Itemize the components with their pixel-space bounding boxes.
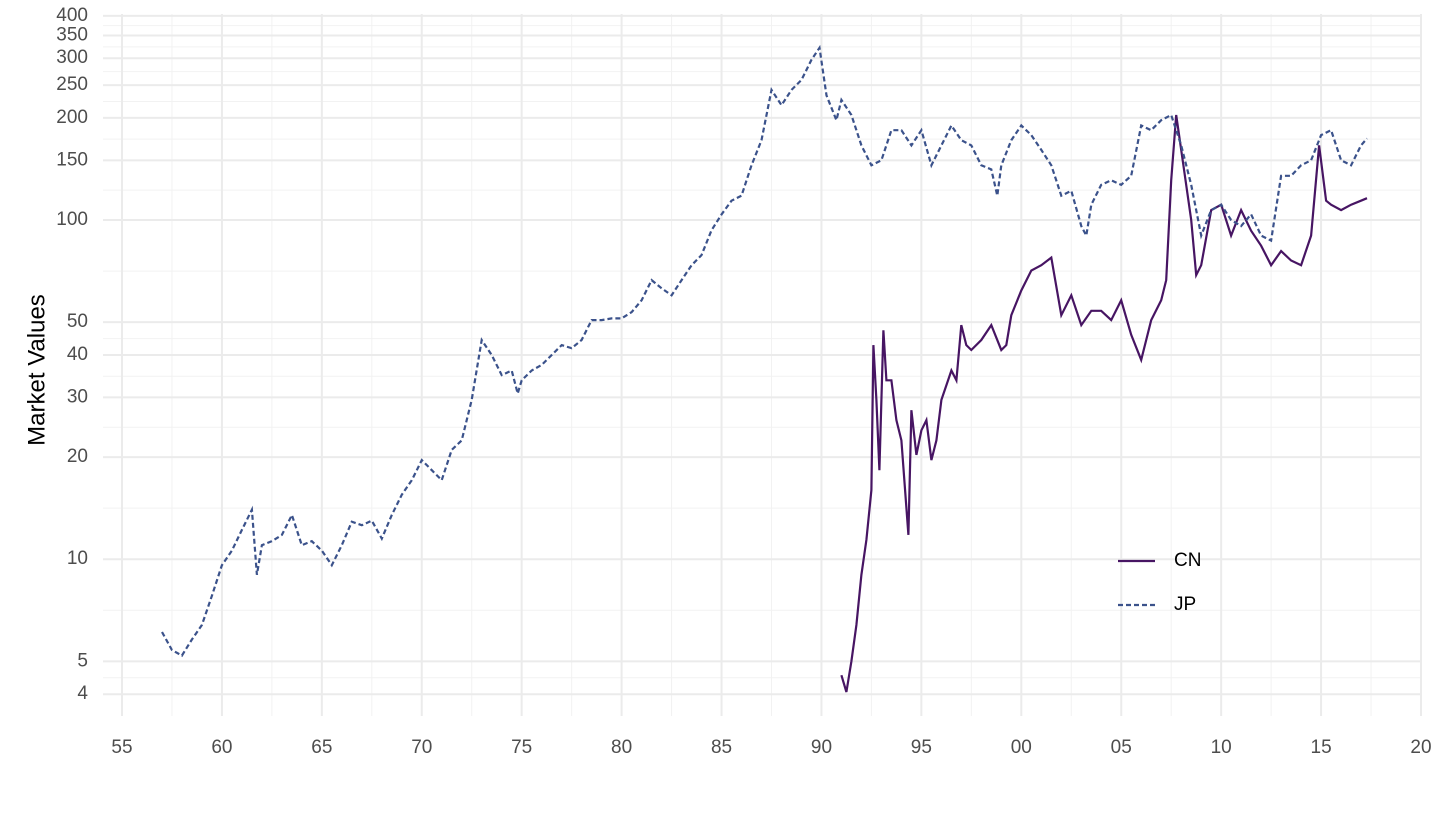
y-tick-label: 100	[56, 209, 88, 230]
line-series	[840, 114, 1368, 693]
x-tick-label: 20	[1410, 737, 1431, 758]
x-tick-label: 15	[1311, 737, 1332, 758]
legend-label: CN	[1174, 550, 1201, 571]
x-tick-label: 65	[311, 737, 332, 758]
x-tick-label: 60	[211, 737, 232, 758]
x-tick-label: 10	[1211, 737, 1232, 758]
y-tick-label: 4	[77, 683, 88, 704]
y-tick-label: 150	[56, 149, 88, 170]
y-tick-label: 50	[67, 311, 88, 332]
x-tick-label: 90	[811, 737, 832, 758]
y-tick-label: 5	[77, 650, 88, 671]
y-tick-label: 250	[56, 74, 88, 95]
x-tick-label: 80	[611, 737, 632, 758]
y-tick-label: 20	[67, 446, 88, 467]
x-tick-label: 00	[1011, 737, 1032, 758]
x-tick-label: 05	[1111, 737, 1132, 758]
x-tick-label: 55	[111, 737, 132, 758]
y-tick-label: 30	[67, 386, 88, 407]
legend-label: JP	[1174, 594, 1196, 615]
y-tick-label: 40	[67, 344, 88, 365]
y-tick-label: 10	[67, 548, 88, 569]
y-tick-label: 200	[56, 107, 88, 128]
y-tick-label: 300	[56, 47, 88, 68]
y-axis-label: Market Values	[23, 294, 50, 446]
y-tick-label: 400	[56, 5, 88, 26]
line-series	[161, 44, 1368, 658]
x-tick-label: 75	[511, 737, 532, 758]
x-tick-label: 70	[411, 737, 432, 758]
x-tick-label: 85	[711, 737, 732, 758]
y-tick-label: 350	[56, 25, 88, 46]
x-tick-label: 95	[911, 737, 932, 758]
